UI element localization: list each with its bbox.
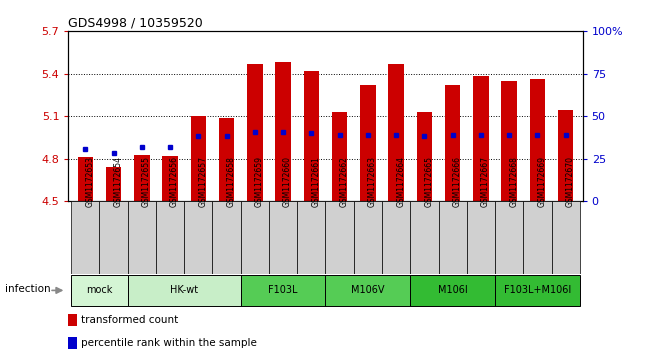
- Text: GSM1172659: GSM1172659: [255, 156, 264, 207]
- Bar: [558, 110, 574, 201]
- Text: GSM1172653: GSM1172653: [85, 156, 94, 207]
- Text: GSM1172662: GSM1172662: [340, 156, 349, 207]
- Bar: [134, 155, 150, 201]
- Text: GSM1172660: GSM1172660: [283, 156, 292, 207]
- Bar: [156, 201, 184, 274]
- Bar: [417, 112, 432, 201]
- Text: GSM1172663: GSM1172663: [368, 156, 377, 207]
- Bar: [71, 201, 100, 274]
- Bar: [68, 337, 77, 349]
- Bar: [523, 201, 551, 274]
- Text: mock: mock: [86, 285, 113, 295]
- Text: transformed count: transformed count: [81, 315, 178, 325]
- Bar: [360, 85, 376, 201]
- Text: M106V: M106V: [351, 285, 385, 295]
- Bar: [128, 201, 156, 274]
- Text: HK-wt: HK-wt: [170, 285, 199, 295]
- Bar: [128, 275, 241, 306]
- Text: GSM1172664: GSM1172664: [396, 156, 405, 207]
- Bar: [162, 156, 178, 201]
- Text: GSM1172670: GSM1172670: [566, 156, 575, 207]
- Bar: [326, 275, 410, 306]
- Bar: [353, 201, 382, 274]
- Bar: [298, 201, 326, 274]
- Bar: [269, 201, 298, 274]
- Text: GSM1172655: GSM1172655: [142, 156, 151, 207]
- Bar: [106, 167, 121, 201]
- Bar: [389, 64, 404, 201]
- Text: GDS4998 / 10359520: GDS4998 / 10359520: [68, 17, 203, 30]
- Text: GSM1172656: GSM1172656: [170, 156, 179, 207]
- Text: percentile rank within the sample: percentile rank within the sample: [81, 338, 257, 348]
- Text: GSM1172654: GSM1172654: [113, 156, 122, 207]
- Bar: [495, 201, 523, 274]
- Bar: [530, 79, 545, 201]
- Text: GSM1172658: GSM1172658: [227, 156, 236, 207]
- Bar: [303, 71, 319, 201]
- Bar: [219, 118, 234, 201]
- Bar: [191, 116, 206, 201]
- Bar: [551, 201, 580, 274]
- Text: GSM1172665: GSM1172665: [424, 156, 434, 207]
- Bar: [241, 201, 269, 274]
- Bar: [410, 201, 439, 274]
- Bar: [332, 112, 348, 201]
- Bar: [212, 201, 241, 274]
- Bar: [275, 62, 291, 201]
- Text: GSM1172661: GSM1172661: [311, 156, 320, 207]
- Bar: [68, 314, 77, 326]
- Text: GSM1172668: GSM1172668: [509, 156, 518, 207]
- Bar: [467, 201, 495, 274]
- Bar: [410, 275, 495, 306]
- Text: F103L+M106I: F103L+M106I: [504, 285, 571, 295]
- Bar: [247, 64, 262, 201]
- Bar: [184, 201, 212, 274]
- Text: F103L: F103L: [268, 285, 298, 295]
- Text: GSM1172666: GSM1172666: [452, 156, 462, 207]
- Bar: [241, 275, 326, 306]
- Text: M106I: M106I: [437, 285, 467, 295]
- Bar: [501, 81, 517, 201]
- Bar: [326, 201, 353, 274]
- Bar: [100, 201, 128, 274]
- Bar: [445, 85, 460, 201]
- Bar: [77, 158, 93, 201]
- Bar: [71, 275, 128, 306]
- Bar: [473, 76, 489, 201]
- Bar: [495, 275, 580, 306]
- Text: GSM1172667: GSM1172667: [481, 156, 490, 207]
- Text: GSM1172669: GSM1172669: [538, 156, 546, 207]
- Bar: [439, 201, 467, 274]
- Text: GSM1172657: GSM1172657: [199, 156, 207, 207]
- Text: infection: infection: [5, 284, 51, 294]
- Bar: [382, 201, 410, 274]
